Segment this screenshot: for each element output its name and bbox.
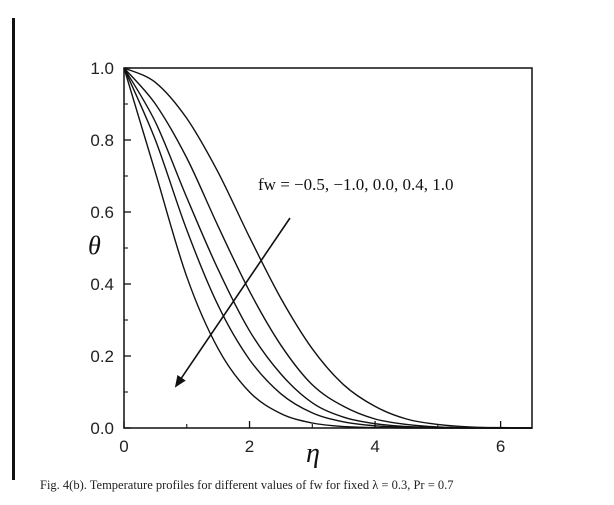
- y-tick-label: 0.6: [90, 203, 114, 222]
- series-line-4: [123, 67, 532, 429]
- direction-arrow: [174, 217, 291, 388]
- y-axis-label: θ: [88, 231, 101, 260]
- page-edge-bar: [12, 18, 15, 480]
- x-tick-label: 4: [370, 437, 379, 456]
- series-line-3: [123, 67, 532, 429]
- x-tick-label: 6: [496, 437, 505, 456]
- y-tick-label: 0.8: [90, 131, 114, 150]
- x-tick-label: 0: [119, 437, 128, 456]
- line-chart: 0.0 0.2 0.4 0.6 0.8 1.0 0 2 4 6 fw = −0.5, −1.0, …: [88, 59, 533, 469]
- series-line-2: [123, 67, 533, 429]
- series-line-1: [123, 67, 533, 429]
- x-tick-label: 2: [245, 437, 254, 456]
- y-tick-label: 0.4: [90, 275, 114, 294]
- series-line-5: [123, 67, 532, 429]
- figure-caption: Fig. 4(b). Temperature profiles for diff…: [40, 478, 454, 492]
- x-axis-label: η: [306, 438, 320, 469]
- y-tick-label: 1.0: [90, 59, 114, 78]
- y-tick-label: 0.2: [90, 347, 114, 366]
- plot-frame: [123, 67, 533, 429]
- fw-annotation: fw = −0.5, −1.0, 0.0, 0.4, 1.0: [258, 175, 453, 194]
- y-tick-label: 0.0: [90, 419, 114, 438]
